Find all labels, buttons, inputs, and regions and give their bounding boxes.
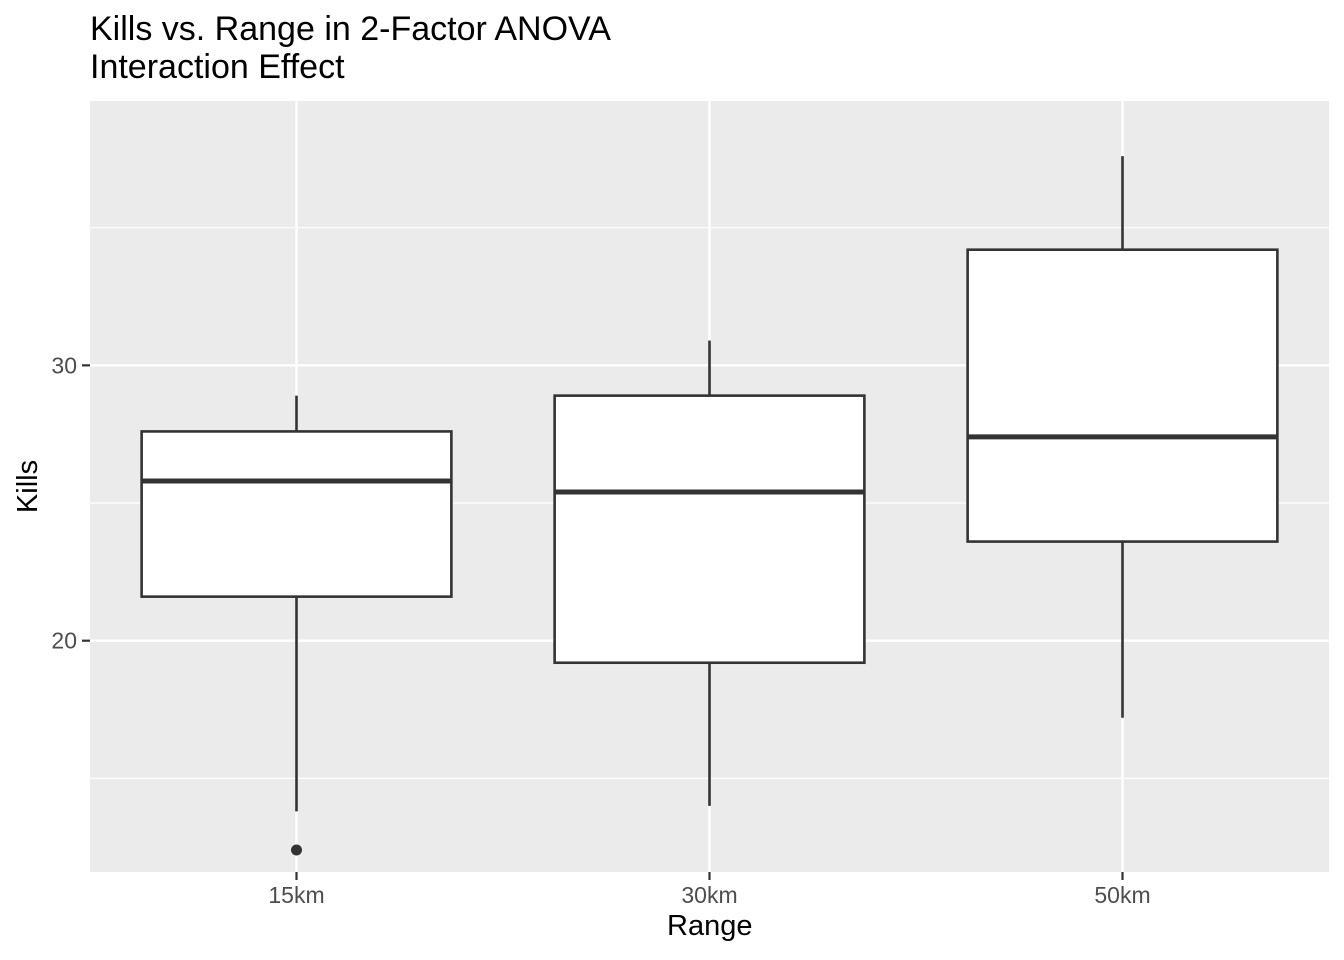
box-30km [553, 340, 866, 806]
box-50km [966, 156, 1279, 718]
y-tick-label: 20 [51, 628, 77, 654]
x-axis: 15km 30km 50km [268, 872, 1151, 908]
box-iqr [966, 248, 1279, 543]
chart-title: Kills vs. Range in 2-Factor ANOVA [90, 10, 611, 48]
x-tick-label: 30km [681, 882, 737, 908]
box-series [140, 156, 1279, 856]
box-iqr [553, 394, 866, 665]
box-iqr [140, 430, 453, 598]
x-axis-title: Range [667, 910, 753, 942]
x-tick-label: 15km [268, 882, 324, 908]
chart-subtitle: Interaction Effect [90, 48, 345, 86]
y-axis-title: Kills [11, 459, 44, 514]
box-15km [140, 395, 453, 856]
outlier-point [291, 844, 302, 856]
y-tick-label: 30 [51, 352, 77, 378]
x-tick-label: 50km [1094, 882, 1150, 908]
